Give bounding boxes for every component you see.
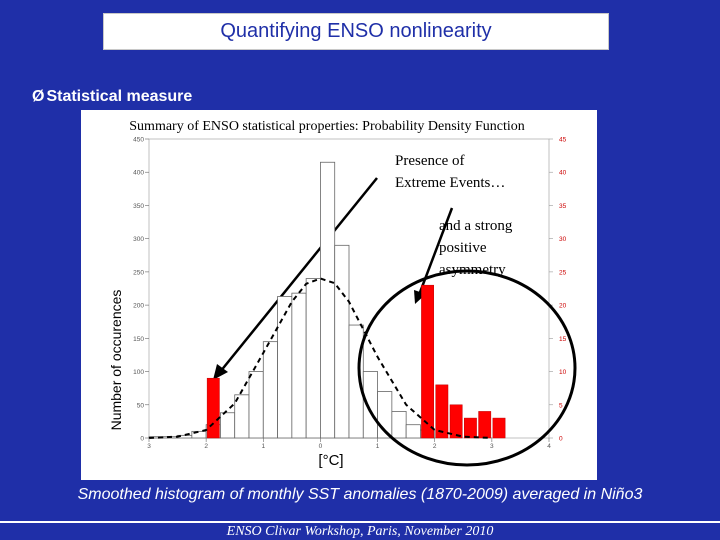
slide-caption: Smoothed histogram of monthly SST anomal… [77, 486, 643, 503]
x-tick-label: 2 [433, 443, 437, 450]
extreme-event-bar [435, 384, 449, 439]
x-tick-label: 3 [490, 443, 494, 450]
right-y-tick-label: 35 [559, 203, 567, 210]
annotation-extreme-events-line2: Extreme Events… [395, 175, 505, 191]
annotation-extreme-events-line1: Presence of [395, 153, 465, 169]
y-tick-label: 450 [133, 137, 144, 144]
right-y-tick-label: 20 [559, 303, 567, 310]
arrow-to-negative-extremes [213, 177, 378, 380]
histogram-bar [277, 296, 293, 439]
y-tick-label: 200 [133, 303, 144, 310]
chart-panel: Summary of ENSO statistical properties: … [81, 110, 597, 480]
x-tick-label: 4 [547, 443, 551, 450]
slide-title-box: Quantifying ENSO nonlinearity [103, 13, 609, 50]
histogram-bar [291, 292, 307, 439]
histogram-bar [334, 244, 350, 439]
pdf-histogram-chart: Summary of ENSO statistical properties: … [108, 119, 577, 469]
x-tick-label: 2 [204, 443, 208, 450]
bullet-text: Statistical measure [46, 88, 193, 105]
extreme-event-bar [478, 411, 492, 439]
histogram-bar [405, 424, 421, 439]
y-axis-label: Number of occurences [108, 290, 124, 431]
y-tick-label: 50 [137, 402, 145, 409]
right-y-tick-label: 5 [559, 402, 563, 409]
right-y-tick-label: 40 [559, 170, 567, 177]
x-tick-label: 0 [319, 443, 323, 450]
extreme-event-bar [206, 377, 220, 439]
y-tick-label: 0 [140, 436, 144, 443]
bullet-statistical-measure: Ø Statistical measure [32, 88, 192, 106]
right-y-tick-label: 0 [559, 436, 563, 443]
slide-title: Quantifying ENSO nonlinearity [220, 20, 492, 42]
histogram-bar [391, 411, 407, 439]
positive-tail-highlight-ellipse [357, 269, 577, 467]
x-tick-label: 1 [376, 443, 380, 450]
extreme-event-bar [492, 417, 506, 439]
annotation-asymmetry-line2: positive [439, 240, 487, 256]
y-tick-label: 300 [133, 236, 144, 243]
x-axis-label: [°C] [318, 452, 343, 469]
histogram-bar [305, 278, 321, 439]
right-y-tick-label: 15 [559, 336, 567, 343]
extreme-event-bar [421, 284, 434, 439]
chart-title: Summary of ENSO statistical properties: … [129, 119, 524, 134]
y-tick-label: 350 [133, 203, 144, 210]
right-y-tick-label: 30 [559, 236, 567, 243]
extreme-event-bar [464, 417, 477, 439]
y-tick-label: 400 [133, 170, 144, 177]
right-y-tick-label: 10 [559, 369, 567, 376]
histogram-bar [262, 341, 278, 439]
histogram-bar [248, 371, 264, 439]
annotation-asymmetry-line1: and a strong [439, 218, 513, 234]
histogram-bar [220, 412, 236, 439]
footer-divider [0, 521, 720, 523]
y-tick-label: 250 [133, 269, 144, 276]
extreme-event-bar [449, 404, 463, 439]
x-tick-label: 3 [147, 443, 151, 450]
slide-footer: ENSO Clivar Workshop, Paris, November 20… [226, 524, 494, 539]
fitted-curve [148, 277, 492, 439]
x-tick-label: 1 [261, 443, 265, 450]
y-tick-label: 150 [133, 336, 144, 343]
histogram-bar [320, 161, 336, 439]
right-y-tick-label: 45 [559, 137, 567, 144]
bullet-arrow-icon: Ø [32, 88, 45, 105]
right-y-tick-label: 25 [559, 269, 567, 276]
y-tick-label: 100 [133, 369, 144, 376]
